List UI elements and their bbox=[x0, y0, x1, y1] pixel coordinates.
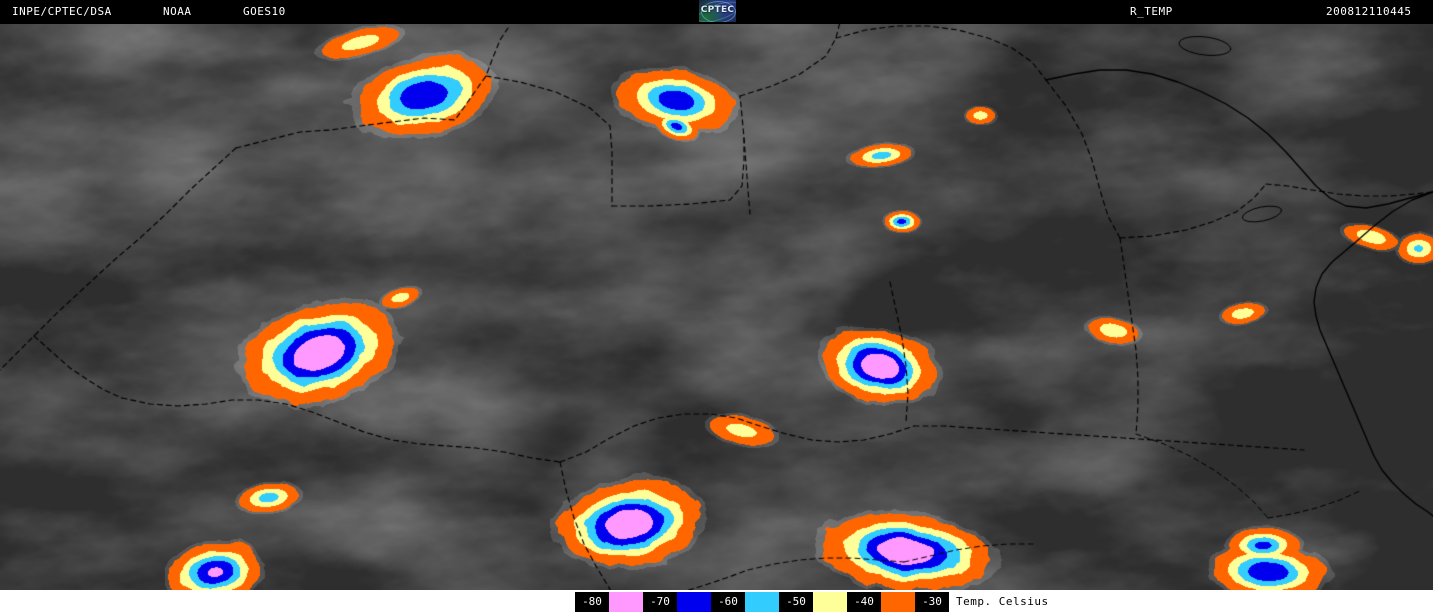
legend-tick--80: -80 bbox=[575, 592, 609, 612]
legend-tick--50: -50 bbox=[779, 592, 813, 612]
legend-units-label: Temp. Celsius bbox=[956, 592, 1049, 612]
satellite-image-canvas bbox=[0, 24, 1433, 590]
legend-swatch-cyan bbox=[745, 592, 779, 612]
product-label: R_TEMP bbox=[1130, 5, 1173, 18]
legend-strip: -80 -70 -60 -50 -40 -30 Temp. Celsius bbox=[575, 592, 1049, 612]
logo-text: CPTEC bbox=[700, 5, 735, 15]
legend-swatch-orange bbox=[881, 592, 915, 612]
legend-tick--60: -60 bbox=[711, 592, 745, 612]
header-bar: INPE/CPTEC/DSA NOAA GOES10 R_TEMP 200812… bbox=[0, 0, 1433, 24]
timestamp-label: 200812110445 bbox=[1326, 5, 1412, 18]
legend-tick--40: -40 bbox=[847, 592, 881, 612]
cptec-logo-icon: CPTEC bbox=[699, 0, 736, 22]
color-scale-legend: -80 -70 -60 -50 -40 -30 Temp. Celsius bbox=[0, 590, 1433, 614]
ir-imagery bbox=[0, 24, 1433, 590]
legend-tick--30: -30 bbox=[915, 592, 949, 612]
legend-swatch-yellow bbox=[813, 592, 847, 612]
satellite-label: GOES10 bbox=[243, 5, 286, 18]
institution-label: INPE/CPTEC/DSA bbox=[12, 5, 112, 18]
logo-ring-outer bbox=[701, 1, 736, 22]
legend-swatch-magenta bbox=[609, 592, 643, 612]
agency-label: NOAA bbox=[163, 5, 192, 18]
legend-tick--70: -70 bbox=[643, 592, 677, 612]
legend-swatch-blue bbox=[677, 592, 711, 612]
